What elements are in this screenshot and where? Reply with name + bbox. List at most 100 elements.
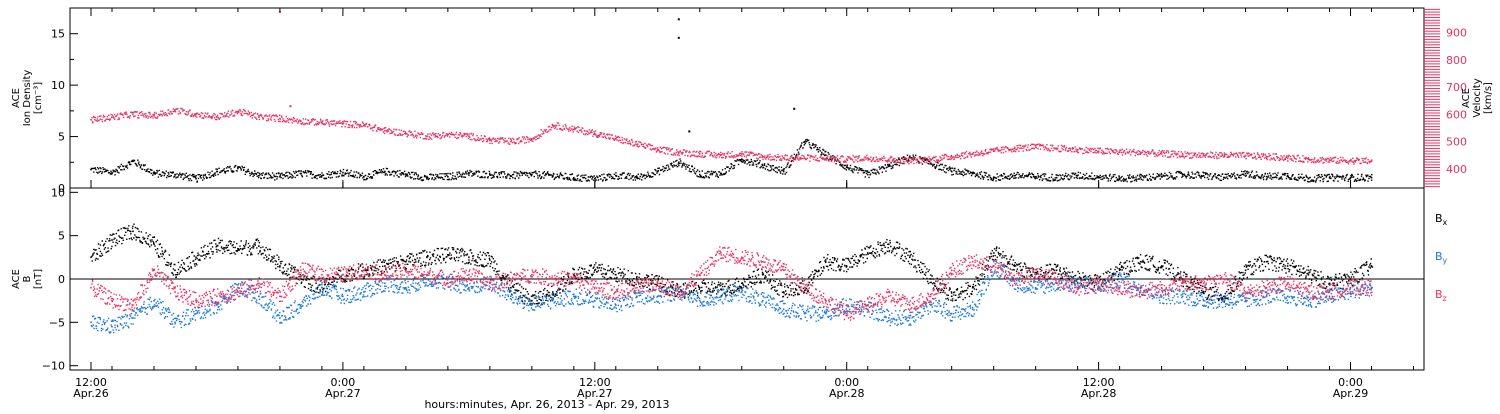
series-bz-point bbox=[447, 278, 449, 280]
series-by-point bbox=[1244, 299, 1247, 302]
series-bx-point bbox=[468, 256, 470, 259]
series-density-point bbox=[237, 167, 239, 170]
series-bz-point bbox=[678, 291, 680, 293]
series-bz-point bbox=[1181, 282, 1184, 285]
series-density-point bbox=[824, 154, 827, 156]
series-bx-point bbox=[1202, 291, 1205, 293]
series-bz-point bbox=[405, 269, 407, 272]
series-by-point bbox=[615, 304, 617, 306]
x-tick-date-label: Apr.26 bbox=[73, 387, 109, 400]
legend-main: B bbox=[1435, 288, 1443, 301]
series-bx-point bbox=[90, 256, 92, 259]
series-density-point bbox=[321, 174, 323, 177]
series-density-point bbox=[258, 174, 260, 177]
series-bz-point bbox=[1370, 286, 1373, 289]
series-bx-point bbox=[782, 291, 785, 293]
series-bx-point bbox=[1013, 265, 1016, 267]
series-by-point bbox=[279, 317, 281, 319]
series-velocity-point bbox=[468, 135, 470, 137]
series-bx-point bbox=[426, 256, 428, 259]
series-by-point bbox=[1202, 299, 1205, 302]
series-density-point bbox=[1076, 174, 1079, 177]
series-velocity-point bbox=[174, 109, 176, 112]
x-tick-time-label: 0:00 bbox=[1338, 376, 1363, 389]
series-bz-point bbox=[237, 291, 239, 293]
series-by-point bbox=[1118, 278, 1121, 280]
series-bz-point bbox=[174, 291, 176, 293]
series-by-point bbox=[929, 304, 932, 306]
series-density-point bbox=[90, 168, 92, 171]
series-bx-point bbox=[1223, 295, 1226, 298]
y-label-top-line: Ion Density bbox=[22, 70, 33, 127]
series-by-point bbox=[1307, 299, 1310, 302]
series-density-point bbox=[1013, 174, 1016, 177]
series-bz-point bbox=[845, 312, 848, 315]
y-tick-label-top: 5 bbox=[58, 131, 65, 144]
series-by-point bbox=[1223, 299, 1226, 302]
series-density-point bbox=[426, 176, 428, 179]
y-tick-label-bottom: 5 bbox=[58, 230, 65, 243]
series-velocity-point bbox=[1013, 147, 1016, 150]
series-bz-point bbox=[342, 273, 344, 276]
y2-tick-label: 900 bbox=[1446, 27, 1467, 40]
series-velocity-point bbox=[1223, 154, 1226, 157]
series-bx-point bbox=[447, 253, 449, 256]
series-bz-point bbox=[1202, 282, 1205, 285]
series-density-point bbox=[678, 161, 680, 164]
series-density-point bbox=[1202, 174, 1205, 177]
series-bz-point bbox=[1286, 282, 1289, 285]
series-density-point bbox=[342, 171, 344, 174]
series-bz-point bbox=[552, 278, 554, 280]
series-density-point bbox=[615, 174, 617, 177]
series-density-point bbox=[132, 160, 134, 163]
series-velocity-point bbox=[237, 110, 239, 113]
series-velocity-point bbox=[279, 117, 281, 120]
series-bz-point bbox=[657, 282, 659, 285]
series-velocity-point bbox=[216, 116, 218, 118]
series-density-points bbox=[90, 138, 1373, 183]
series-velocity-point bbox=[132, 113, 134, 116]
series-bx-point bbox=[1244, 269, 1247, 272]
series-velocity-point bbox=[258, 116, 260, 118]
series-bz-point bbox=[699, 273, 701, 276]
series-by-point bbox=[761, 299, 764, 302]
series-velocity-point bbox=[803, 157, 806, 159]
series-by-point bbox=[887, 317, 890, 319]
y2-tick-label: 800 bbox=[1446, 54, 1467, 67]
series-bx-point bbox=[1370, 265, 1373, 267]
series-velocity-point bbox=[1265, 155, 1268, 158]
series-density-point bbox=[1097, 175, 1100, 178]
series-velocity-point bbox=[1286, 157, 1289, 159]
series-velocity-point bbox=[300, 120, 302, 122]
outlier-point bbox=[688, 130, 691, 133]
series-density-point bbox=[699, 173, 701, 176]
series-velocity-point bbox=[195, 113, 197, 116]
series-bz-point bbox=[279, 295, 281, 298]
series-density-point bbox=[1181, 173, 1184, 176]
series-velocity-point bbox=[615, 138, 617, 140]
series-density-point bbox=[1223, 176, 1226, 179]
series-density-point bbox=[1055, 176, 1058, 179]
series-density-point bbox=[636, 176, 638, 179]
series-by-point bbox=[699, 299, 701, 302]
series-density-point bbox=[1244, 172, 1247, 175]
y-label-bottom-line: B bbox=[22, 275, 33, 282]
series-density-point bbox=[950, 170, 953, 173]
series-bx-point bbox=[237, 247, 239, 250]
series-bz-point bbox=[1244, 291, 1247, 293]
series-density-point bbox=[468, 172, 470, 175]
series-velocity-point bbox=[531, 138, 533, 140]
series-by-point bbox=[216, 304, 218, 306]
series-velocity-point bbox=[111, 116, 113, 118]
top-panel-data bbox=[90, 11, 1373, 183]
series-bx-point bbox=[929, 278, 932, 280]
series-bz-point bbox=[824, 299, 827, 302]
series-by-point bbox=[741, 291, 743, 293]
series-density-point bbox=[384, 170, 386, 173]
series-bz-point bbox=[1307, 291, 1310, 293]
series-density-point bbox=[887, 165, 890, 168]
series-density-point bbox=[174, 173, 176, 176]
series-bz-point bbox=[90, 286, 92, 289]
